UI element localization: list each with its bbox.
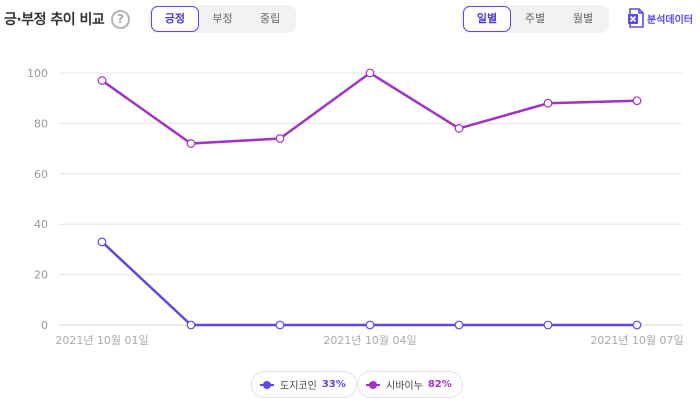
x-tick-label: 2021년 10월 01일 [55,333,148,347]
help-icon[interactable]: ? [111,10,130,29]
tab-positive[interactable]: 긍정 [151,6,199,32]
page-title: 긍·부정 추이 비교 [4,12,105,28]
sentiment-toggle: 긍정 부정 중립 [149,5,296,33]
data-point-dogecoin [275,320,285,330]
legend-label: 도지코인 [280,381,317,392]
data-point-shibainu [454,124,464,133]
y-tick-label: 40 [34,218,48,231]
data-point-dogecoin [543,320,553,330]
y-tick-label: 0 [41,319,48,332]
legend-marker-shibainu [366,380,380,389]
legend-item-dogecoin[interactable]: 도지코인 33% [251,371,357,398]
series-line-shibainu [101,71,638,145]
export-label: 분석데이터 [647,14,693,26]
legend-label: 시바이누 [386,381,423,392]
legend-percent: 33% [321,379,346,390]
data-point-dogecoin [365,320,375,330]
tab-negative[interactable]: 부정 [212,12,233,25]
tab-daily[interactable]: 일별 [463,6,511,32]
series-line-dogecoin [101,240,637,327]
legend-item-shibainu[interactable]: 시바이누 82% [357,371,463,398]
y-tick-label: 20 [34,269,48,282]
tab-weekly[interactable]: 주별 [524,12,546,25]
data-point-dogecoin [632,320,642,330]
data-point-shibainu [632,96,642,106]
data-point-shibainu [97,76,107,85]
x-tick-label: 2021년 10월 07일 [590,333,683,347]
legend-marker-dogecoin [260,380,274,389]
data-point-dogecoin [454,320,464,330]
data-point-shibainu [365,68,375,78]
export-data-button[interactable]: 분석데이터 [627,8,693,28]
data-point-dogecoin [186,320,196,330]
excel-icon [628,8,644,28]
data-point-dogecoin [97,237,107,247]
period-toggle: 일별 주별 월별 [461,5,609,33]
tab-monthly[interactable]: 월별 [572,12,594,25]
y-tick-label: 100 [27,67,48,80]
tab-neutral[interactable]: 중립 [260,12,281,25]
data-point-shibainu [543,98,553,108]
y-tick-label: 80 [34,117,48,130]
data-point-shibainu [275,134,285,143]
legend-percent: 82% [427,379,452,390]
y-tick-label: 60 [34,168,48,181]
x-tick-label: 2021년 10월 04일 [323,333,416,347]
data-point-shibainu [186,139,196,148]
